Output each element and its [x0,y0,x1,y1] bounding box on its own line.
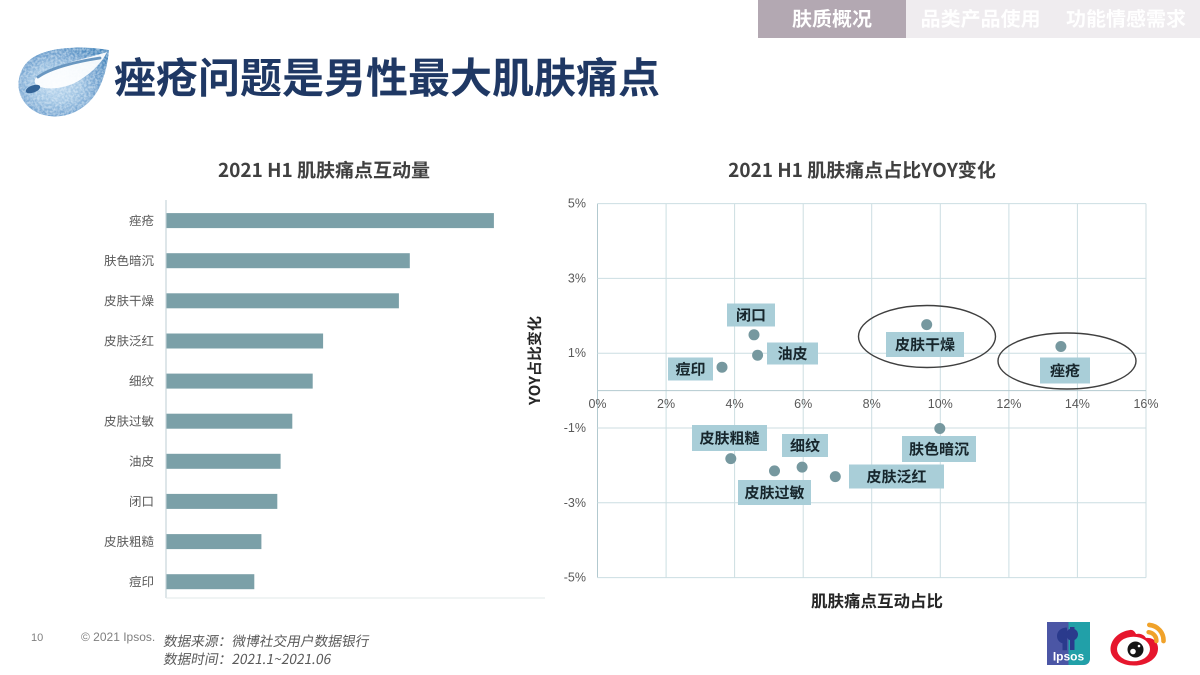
svg-text:-3%: -3% [564,496,586,510]
svg-text:-5%: -5% [564,571,586,585]
svg-text:-1%: -1% [564,421,586,435]
svg-text:12%: 12% [996,397,1021,411]
svg-text:14%: 14% [1065,397,1090,411]
svg-text:6%: 6% [794,397,812,411]
svg-text:10: 10 [31,632,43,644]
svg-text:© 2021 Ipsos.: © 2021 Ipsos. [81,630,155,644]
svg-text:10%: 10% [928,397,953,411]
svg-text:4%: 4% [726,397,744,411]
svg-text:16%: 16% [1133,397,1158,411]
svg-text:8%: 8% [863,397,881,411]
svg-text:Ipsos: Ipsos [1053,650,1085,664]
svg-text:1%: 1% [568,346,586,360]
svg-text:3%: 3% [568,271,586,285]
svg-text:0%: 0% [588,397,606,411]
svg-text:5%: 5% [568,197,586,211]
svg-text:2%: 2% [657,397,675,411]
